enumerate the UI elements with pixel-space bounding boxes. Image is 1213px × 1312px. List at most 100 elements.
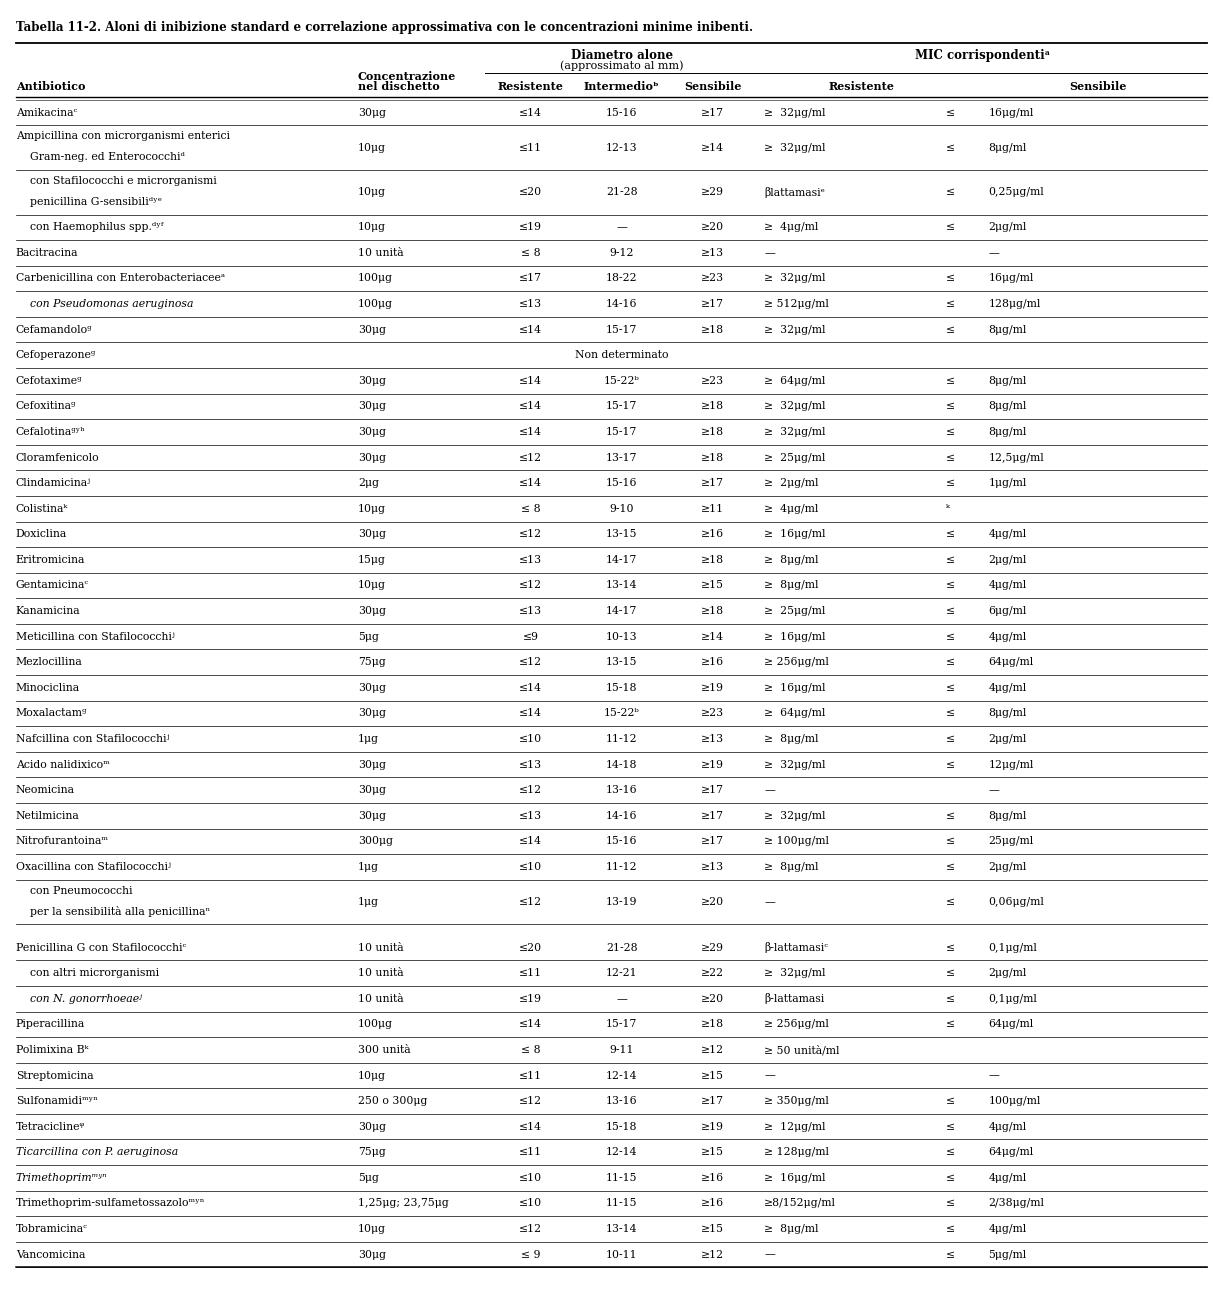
- Text: Kanamicina: Kanamicina: [16, 606, 80, 617]
- Text: β-lattamasiᶜ: β-lattamasiᶜ: [764, 942, 828, 953]
- Text: 6μg/ml: 6μg/ml: [989, 606, 1027, 617]
- Text: 0,06μg/ml: 0,06μg/ml: [989, 897, 1044, 907]
- Text: ≥18: ≥18: [701, 606, 724, 617]
- Text: Meticillina con Stafilococchiʲ: Meticillina con Stafilococchiʲ: [16, 631, 175, 642]
- Text: ≥19: ≥19: [701, 1122, 724, 1132]
- Text: ≤: ≤: [946, 993, 956, 1004]
- Text: 64μg/ml: 64μg/ml: [989, 657, 1033, 668]
- Text: ≥17: ≥17: [701, 478, 724, 488]
- Text: 1μg: 1μg: [358, 862, 378, 872]
- Text: Amikacinaᶜ: Amikacinaᶜ: [16, 108, 76, 118]
- Text: ≥ 128μg/ml: ≥ 128μg/ml: [764, 1147, 830, 1157]
- Text: 14-18: 14-18: [606, 760, 637, 770]
- Text: ≤14: ≤14: [519, 1019, 542, 1030]
- Text: con Pneumococchi: con Pneumococchi: [16, 886, 132, 896]
- Text: Resistente: Resistente: [828, 81, 894, 92]
- Text: ≤12: ≤12: [519, 529, 542, 539]
- Text: 100μg: 100μg: [358, 299, 393, 310]
- Text: Tobramicinaᶜ: Tobramicinaᶜ: [16, 1224, 87, 1235]
- Text: Tabella 11-2. Aloni di inibizione standard e correlazione approssimativa con le : Tabella 11-2. Aloni di inibizione standa…: [16, 21, 753, 34]
- Text: 15-22ᵇ: 15-22ᵇ: [604, 375, 639, 386]
- Text: per la sensibilità alla penicillinaⁿ: per la sensibilità alla penicillinaⁿ: [16, 907, 210, 917]
- Text: ≤13: ≤13: [519, 555, 542, 565]
- Text: 75μg: 75μg: [358, 657, 386, 668]
- Text: ≥20: ≥20: [701, 993, 724, 1004]
- Text: Neomicina: Neomicina: [16, 785, 75, 795]
- Text: 15-17: 15-17: [606, 324, 637, 335]
- Text: Gram-neg. ed Enterococchiᵈ: Gram-neg. ed Enterococchiᵈ: [16, 152, 184, 163]
- Text: 30μg: 30μg: [358, 760, 386, 770]
- Text: 5μg/ml: 5μg/ml: [989, 1249, 1027, 1260]
- Text: ≥  64μg/ml: ≥ 64μg/ml: [764, 708, 826, 719]
- Text: 15μg: 15μg: [358, 555, 386, 565]
- Text: 13-17: 13-17: [606, 453, 637, 463]
- Text: ≤20: ≤20: [519, 188, 542, 197]
- Text: Moxalactamᵍ: Moxalactamᵍ: [16, 708, 87, 719]
- Text: ≤: ≤: [946, 760, 956, 770]
- Text: ≤17: ≤17: [519, 273, 542, 283]
- Text: 15-16: 15-16: [606, 836, 637, 846]
- Text: Penicillina G con Stafilococchiᶜ: Penicillina G con Stafilococchiᶜ: [16, 942, 186, 953]
- Text: ≥18: ≥18: [701, 324, 724, 335]
- Text: ≤: ≤: [946, 811, 956, 821]
- Text: ≥15: ≥15: [701, 1147, 724, 1157]
- Text: 30μg: 30μg: [358, 375, 386, 386]
- Text: ≤14: ≤14: [519, 682, 542, 693]
- Text: —: —: [989, 1071, 1000, 1081]
- Text: ≤: ≤: [946, 529, 956, 539]
- Text: ≥29: ≥29: [701, 188, 724, 197]
- Text: 64μg/ml: 64μg/ml: [989, 1147, 1033, 1157]
- Text: 1μg: 1μg: [358, 733, 378, 744]
- Text: ≤: ≤: [946, 1122, 956, 1132]
- Text: 10 unità: 10 unità: [358, 968, 404, 979]
- Text: 21-28: 21-28: [605, 188, 638, 197]
- Text: ≥  32μg/ml: ≥ 32μg/ml: [764, 811, 826, 821]
- Text: —: —: [764, 1071, 775, 1081]
- Text: ≥  4μg/ml: ≥ 4μg/ml: [764, 504, 819, 514]
- Text: ≥20: ≥20: [701, 222, 724, 232]
- Text: Diametro alone: Diametro alone: [570, 49, 673, 62]
- Text: 10μg: 10μg: [358, 188, 386, 197]
- Text: ≥13: ≥13: [701, 248, 724, 258]
- Text: 2μg: 2μg: [358, 478, 378, 488]
- Text: Doxiclina: Doxiclina: [16, 529, 67, 539]
- Text: ≤14: ≤14: [519, 108, 542, 118]
- Text: ≥  2μg/ml: ≥ 2μg/ml: [764, 478, 819, 488]
- Text: ≥14: ≥14: [701, 631, 724, 642]
- Text: ≤: ≤: [946, 324, 956, 335]
- Text: ≥15: ≥15: [701, 1224, 724, 1235]
- Text: ≤ 9: ≤ 9: [520, 1249, 541, 1260]
- Text: 1μg/ml: 1μg/ml: [989, 478, 1027, 488]
- Text: con N. gonorrhoeaeʲ: con N. gonorrhoeaeʲ: [16, 993, 142, 1004]
- Text: 8μg/ml: 8μg/ml: [989, 811, 1027, 821]
- Text: —: —: [764, 1249, 775, 1260]
- Text: Nafcillina con Stafilococchiʲ: Nafcillina con Stafilococchiʲ: [16, 733, 169, 744]
- Text: ≤14: ≤14: [519, 324, 542, 335]
- Text: 13-16: 13-16: [605, 785, 638, 795]
- Text: ≥17: ≥17: [701, 1096, 724, 1106]
- Text: 10-11: 10-11: [605, 1249, 638, 1260]
- Text: 30μg: 30μg: [358, 1249, 386, 1260]
- Text: ≤10: ≤10: [519, 862, 542, 872]
- Text: Nitrofurantoinaᵐ: Nitrofurantoinaᵐ: [16, 836, 109, 846]
- Text: ≤: ≤: [946, 862, 956, 872]
- Text: 13-14: 13-14: [606, 1224, 637, 1235]
- Text: 9-10: 9-10: [609, 504, 634, 514]
- Text: 30μg: 30μg: [358, 529, 386, 539]
- Text: Non determinato: Non determinato: [575, 350, 668, 361]
- Text: ≥ 256μg/ml: ≥ 256μg/ml: [764, 657, 828, 668]
- Text: ≥23: ≥23: [701, 708, 724, 719]
- Text: 4μg/ml: 4μg/ml: [989, 682, 1027, 693]
- Text: β-lattamasi: β-lattamasi: [764, 993, 825, 1004]
- Text: 12-13: 12-13: [605, 143, 638, 152]
- Text: ≥18: ≥18: [701, 426, 724, 437]
- Text: ≤10: ≤10: [519, 1198, 542, 1208]
- Text: ≥15: ≥15: [701, 1071, 724, 1081]
- Text: ≥ 512μg/ml: ≥ 512μg/ml: [764, 299, 828, 310]
- Text: ≥22: ≥22: [701, 968, 724, 979]
- Text: 10μg: 10μg: [358, 1071, 386, 1081]
- Text: ≤12: ≤12: [519, 453, 542, 463]
- Text: βlattamasiᵉ: βlattamasiᵉ: [764, 186, 825, 198]
- Text: 14-16: 14-16: [606, 299, 637, 310]
- Text: ≤14: ≤14: [519, 1122, 542, 1132]
